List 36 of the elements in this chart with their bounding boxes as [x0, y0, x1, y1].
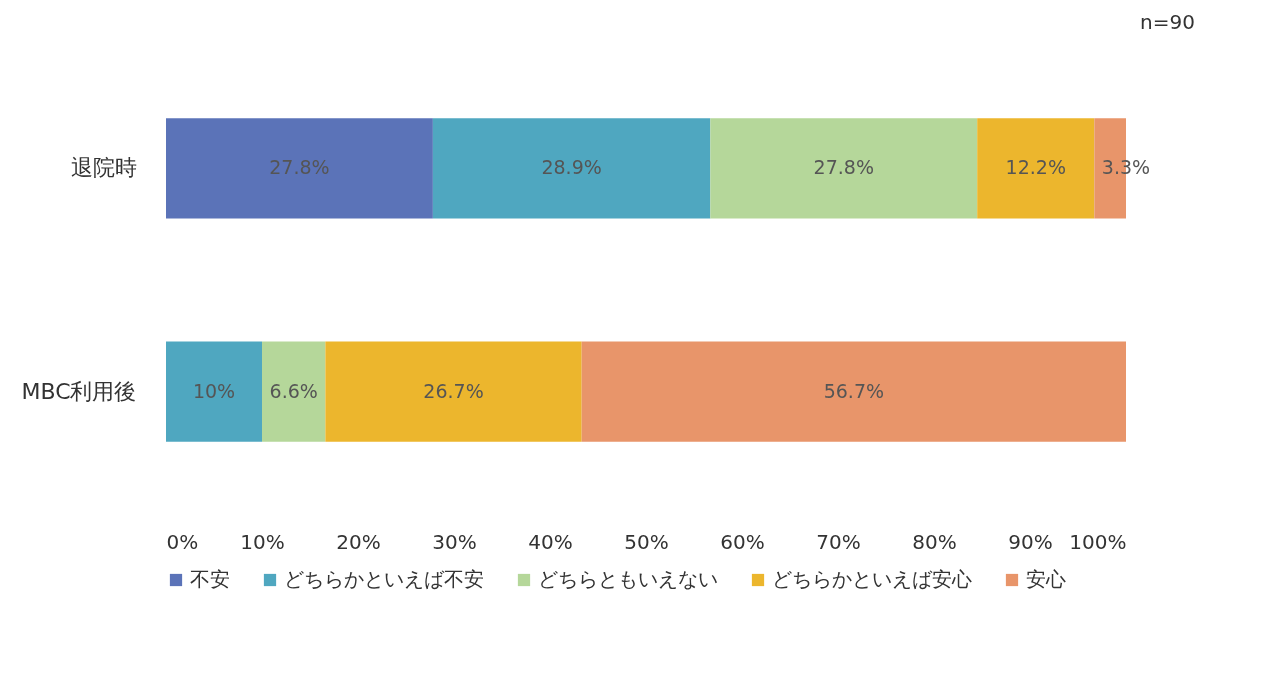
x-tick-label: 80% — [912, 529, 957, 554]
legend-label: 安心 — [1026, 567, 1066, 591]
data-label: 12.2% — [1005, 156, 1066, 179]
data-label: 28.9% — [541, 156, 602, 179]
x-tick-label: 100% — [1069, 529, 1127, 554]
y-tick-label: 退院時 — [70, 155, 137, 181]
data-label: 26.7% — [423, 379, 484, 402]
data-label: 10% — [192, 379, 236, 402]
data-label: 56.7% — [823, 379, 885, 402]
data-label: 27.8% — [269, 156, 330, 179]
legend-label: 不安 — [190, 567, 230, 591]
x-tick-label: 40% — [528, 529, 573, 554]
x-tick-label: 50% — [624, 529, 669, 554]
legend-label: どちらかといえば不安 — [284, 567, 484, 591]
text: n=90 — [1140, 10, 1195, 34]
legend-label: どちらともいえない — [538, 567, 718, 591]
bar — [325, 341, 582, 442]
bar — [432, 118, 711, 219]
x-tick-label: 70% — [816, 529, 861, 554]
bar — [166, 118, 433, 219]
bar — [977, 118, 1095, 219]
data-label: 27.8% — [813, 156, 874, 179]
bar — [166, 341, 262, 442]
x-tick-label: 30% — [432, 529, 477, 554]
x-tick-label: 0% — [166, 529, 199, 554]
x-tick-label: 10% — [240, 529, 285, 554]
data-label: 6.6% — [269, 379, 318, 402]
bar — [581, 341, 1126, 442]
data-label: 3.3% — [1101, 156, 1151, 179]
bar — [262, 341, 326, 442]
legend-label: どちらかといえば安心 — [772, 567, 972, 591]
x-tick-label: 60% — [720, 529, 765, 554]
y-tick-label: MBC利用後 — [21, 378, 137, 404]
x-tick-label: 90% — [1008, 529, 1053, 554]
bar — [710, 118, 978, 219]
x-tick-label: 20% — [336, 529, 381, 554]
